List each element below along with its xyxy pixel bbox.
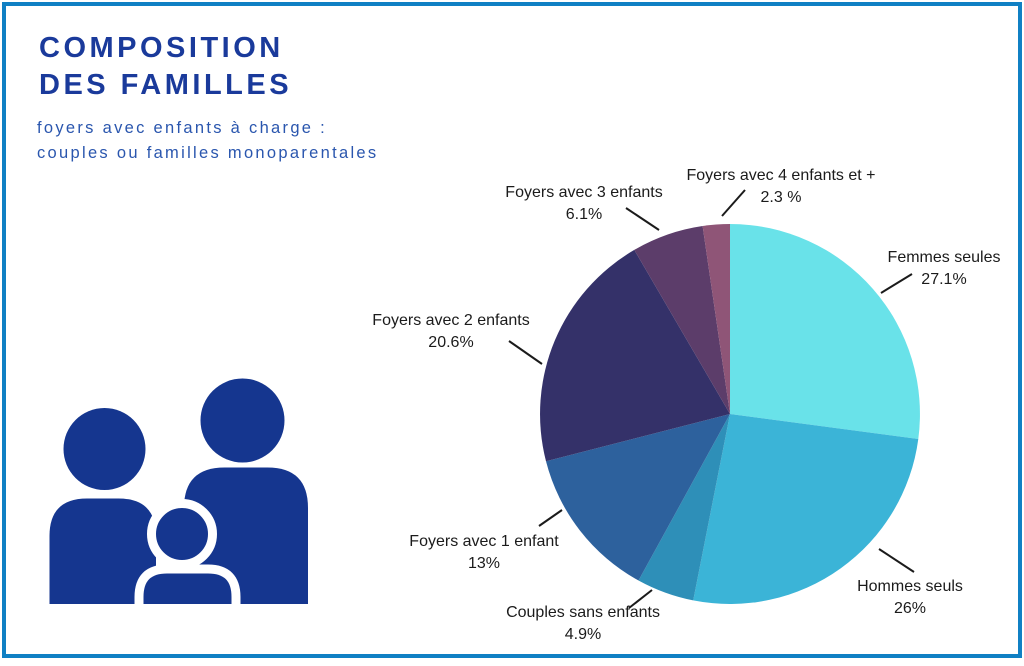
leader-line-couples-sans-enfants [628,589,653,609]
leader-line-femmes-seules [880,273,913,294]
pie-label-name: Foyers avec 3 enfants [505,184,663,201]
page-subtitle: foyers avec enfants à charge : couples o… [37,116,378,166]
page-subtitle-line1: foyers avec enfants à charge : [37,119,328,137]
leader-line-foyers-avec-1-enfant [538,509,563,527]
pie-label-femmes-seules: Femmes seules 27.1% [888,247,1001,291]
leader-line-foyers-avec-3-enfants [625,207,660,231]
family-icon-left-adult-body [49,498,156,607]
pie-slice-foyers-avec-2-enfants [540,249,730,462]
leader-line-foyers-avec-4-enfants-et [721,189,746,217]
pie-slice-couples-sans-enfants [638,414,730,601]
pie-slice-foyers-avec-4-enfants-et [702,224,730,414]
pie-label-name: Hommes seuls [857,578,963,595]
page-title-line1: COMPOSITION [39,32,284,64]
page-subtitle-line2: couples ou familles monoparentales [37,144,379,162]
pie-label-foyers-avec-1-enfant: Foyers avec 1 enfant 13% [409,531,558,575]
pie-label-couples-sans-enfants: Couples sans enfants 4.9% [506,602,660,646]
pie-label-name: Foyers avec 1 enfant [409,533,559,550]
leader-line-foyers-avec-2-enfants [508,340,543,365]
pie-label-name: Couples sans enfants [506,604,660,621]
pie-label-value: 20.6% [428,334,474,351]
page-title-line2: DES FAMILLES [39,69,293,101]
pie-label-name: Foyers avec 2 enfants [372,312,530,329]
leader-line-hommes-seuls [878,548,915,573]
pie-label-foyers-avec-2-enfants: Foyers avec 2 enfants 20.6% [372,310,529,354]
family-icon [46,376,311,615]
pie-slice-foyers-avec-3-enfants [634,226,730,414]
pie-label-name: Femmes seules [887,249,1001,266]
pie-label-value: 4.9% [564,626,602,643]
pie-label-foyers-avec-4-enfants-et: Foyers avec 4 enfants et + 2.3 % [687,165,876,209]
pie-slice-hommes-seuls [693,414,919,604]
pie-label-hommes-seuls: Hommes seuls 26% [857,576,963,620]
page-title: COMPOSITION DES FAMILLES [39,30,292,104]
family-icon-right-adult-head [200,378,285,463]
pie-slice-femmes-seules [730,224,920,439]
pie-chart [508,189,920,609]
pie-slice-foyers-avec-1-enfant [546,414,730,581]
pie-label-value: 27.1% [921,271,967,288]
pie-label-value: 26% [893,600,927,617]
pie-label-name: Foyers avec 4 enfants et + [686,167,876,184]
pie-label-value: 2.3 % [760,189,802,206]
pie-label-foyers-avec-3-enfants: Foyers avec 3 enfants 6.1% [505,182,662,226]
family-icon-child-body [134,564,241,615]
family-icon-left-adult-head [63,408,146,490]
pie-label-value: 13% [467,555,501,572]
pie-label-value: 6.1% [565,206,603,223]
